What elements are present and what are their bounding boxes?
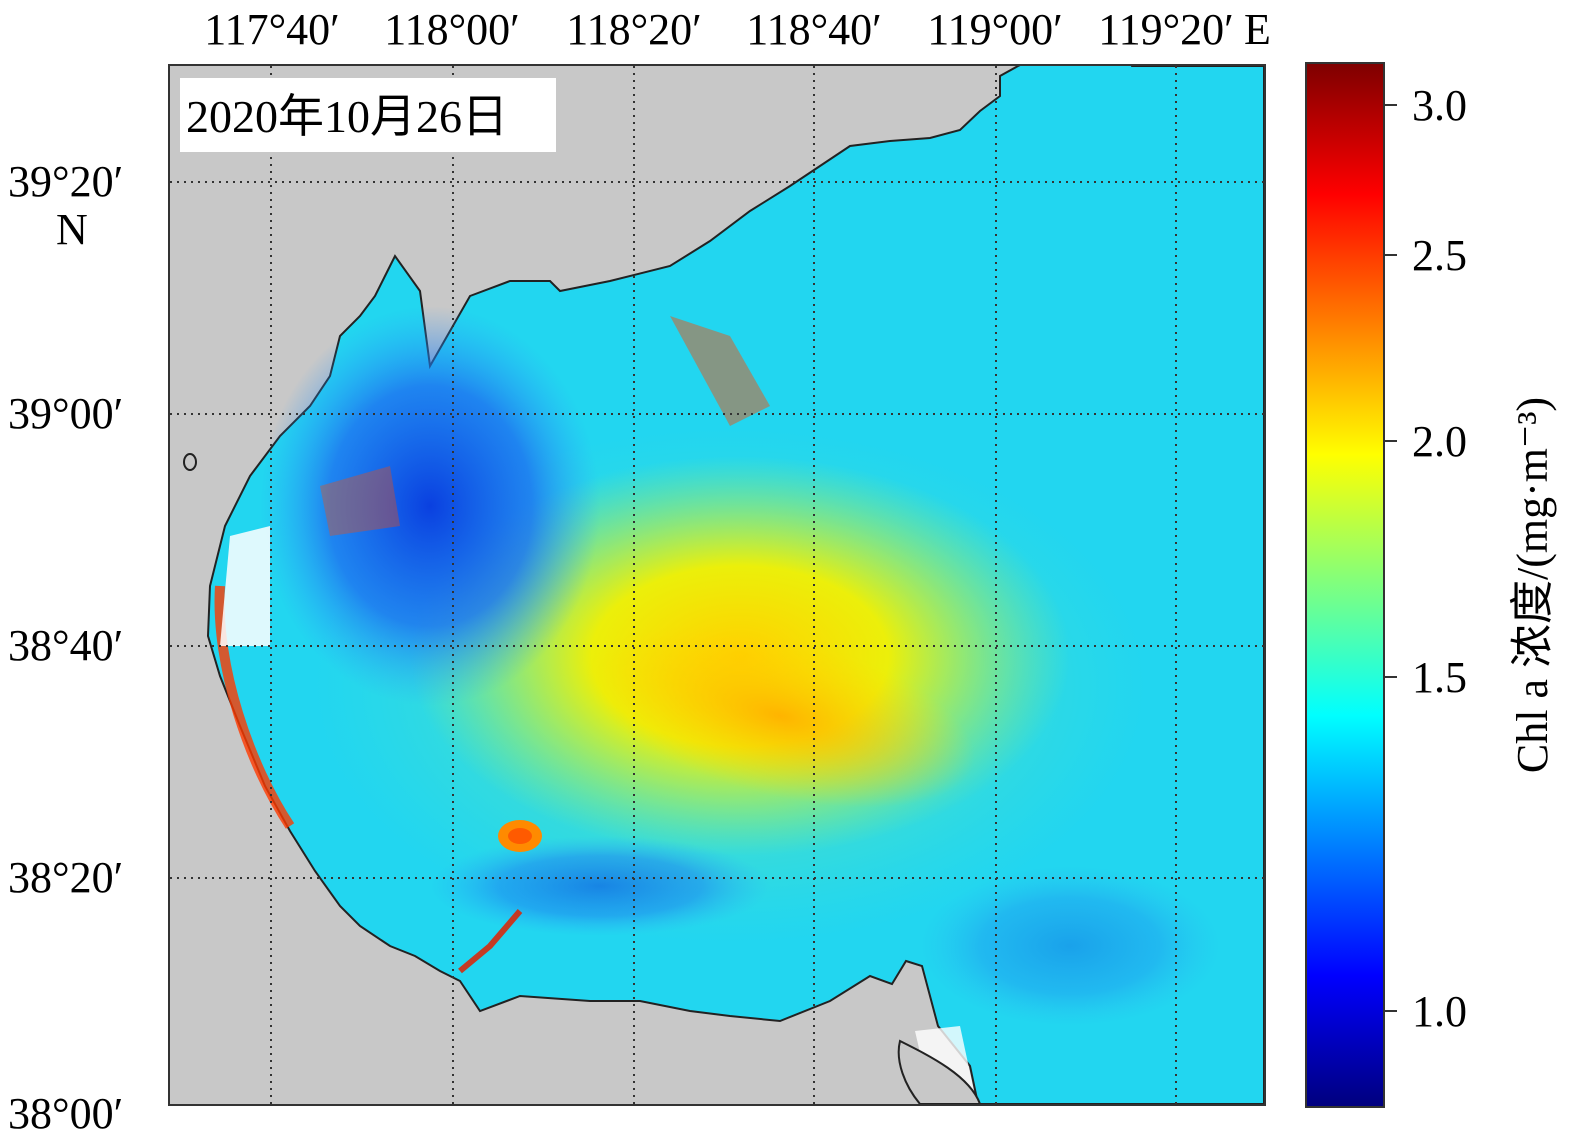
lat-label-39-20: 39°20′ (8, 157, 124, 206)
north-port-area (670, 316, 770, 426)
lon-label-119-00: 119°00′ (927, 5, 1063, 54)
colorbar-label-1-5: 1.5 (1412, 653, 1467, 702)
colorbar-tick-3-0 (1385, 104, 1397, 106)
graticule (170, 66, 1264, 1104)
lat-label-38-20: 38°20′ (8, 853, 124, 902)
lon-label-119-20: 119°20′ (1098, 5, 1234, 54)
lat-label-39-00: 39°00′ (8, 389, 124, 438)
orange-core-zone (584, 624, 976, 808)
lat-label-38-00: 38°00′ (8, 1089, 124, 1138)
lon-hemisphere-label: E (1244, 5, 1271, 54)
colorbar-tick-1-5 (1385, 676, 1397, 678)
lon-label-118-00: 118°00′ (384, 5, 520, 54)
west-port-area (220, 526, 270, 646)
colorbar (1305, 62, 1385, 1108)
date-label-box (180, 78, 556, 152)
orange-spot-core (508, 828, 532, 844)
chlorophyll-map (168, 64, 1266, 1106)
colorbar-title: Chl a 浓度/(mg·m⁻³) (1508, 396, 1557, 774)
low-chl-east-zone (920, 866, 1220, 1026)
colorbar-tick-2-0 (1385, 440, 1397, 442)
low-chl-south-zone (430, 836, 770, 936)
date-label: 2020年10月26日 (186, 91, 508, 142)
colorbar-label-2-0: 2.0 (1412, 417, 1467, 466)
southeast-headland (897, 1039, 982, 1104)
chl-patterns (214, 306, 1220, 1096)
lon-label-118-20: 118°20′ (566, 5, 702, 54)
small-island (183, 453, 197, 471)
colorbar-label-3-0: 3.0 (1412, 81, 1467, 130)
colorbar-label-1-0: 1.0 (1412, 987, 1467, 1036)
lon-label-117-40: 117°40′ (204, 5, 340, 54)
northwest-port-area (320, 466, 400, 536)
low-chl-zone (260, 306, 600, 706)
colorbar-tick-1-0 (1385, 1010, 1397, 1012)
lon-label-118-40: 118°40′ (746, 5, 882, 54)
colorbar-tick-2-5 (1385, 254, 1397, 256)
colorbar-label-2-5: 2.5 (1412, 231, 1467, 280)
lat-hemisphere-label: N (56, 205, 88, 254)
south-coast-band (458, 909, 523, 974)
map-svg (170, 66, 1264, 1104)
lat-label-38-40: 38°40′ (8, 621, 124, 670)
west-coast-band (214, 585, 295, 829)
